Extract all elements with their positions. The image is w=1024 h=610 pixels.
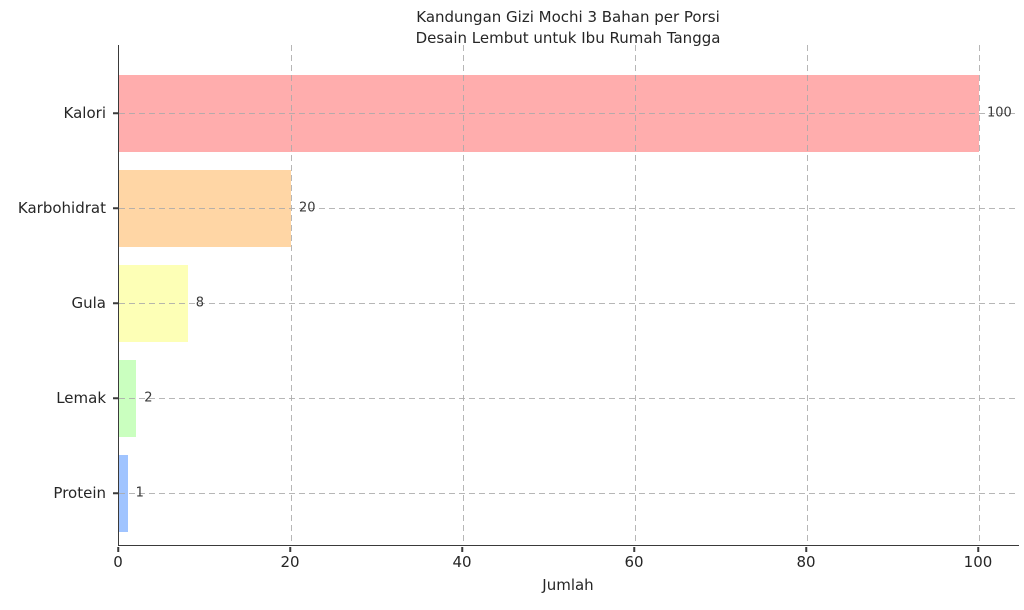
bar-value-label-kalori: 100 [987,105,1012,121]
y-tick-label-kalori: Kalori [63,104,106,122]
bar-value-label-gula: 8 [195,295,205,311]
x-tick-mark-80 [805,546,807,552]
x-axis-label: Jumlah [542,576,594,594]
y-tick-label-gula: Gula [71,294,107,312]
bar-value-label-protein: 1 [135,485,144,501]
y-tick-label-protein: Protein [53,484,106,502]
bar-value-label-karbohidrat: 20 [299,200,316,216]
chart-title-line2: Desain Lembut untuk Ibu Rumah Tangga [415,29,721,47]
y-tick-mark-protein [113,492,118,494]
x-tick-label-0: 0 [113,553,123,571]
x-tick-label-20: 20 [280,553,300,571]
y-tick-label-lemak: Lemak [56,389,106,407]
plot-area: 100 20 8 2 1 [118,45,1019,546]
y-tick-mark-lemak [113,397,118,399]
x-tick-label-100: 100 [963,553,993,571]
x-tick-mark-100 [977,546,979,552]
x-tick-mark-40 [461,546,463,552]
bar-value-labels-layer: 100 20 8 2 1 [119,45,1019,545]
y-tick-label-karbohidrat: Karbohidrat [17,199,106,217]
x-tick-label-40: 40 [452,553,472,571]
chart-title-line1: Kandungan Gizi Mochi 3 Bahan per Porsi [416,8,720,26]
x-tick-mark-20 [289,546,291,552]
bar-value-label-lemak: 2 [144,390,153,406]
x-tick-label-60: 60 [624,553,644,571]
x-tick-mark-0 [117,546,119,552]
chart-title: Kandungan Gizi Mochi 3 Bahan per Porsi D… [118,7,1018,49]
y-tick-mark-karbohidrat [113,207,118,209]
y-tick-mark-kalori [113,112,118,114]
x-tick-mark-60 [633,546,635,552]
x-tick-label-80: 80 [796,553,816,571]
y-tick-mark-gula [113,302,118,304]
